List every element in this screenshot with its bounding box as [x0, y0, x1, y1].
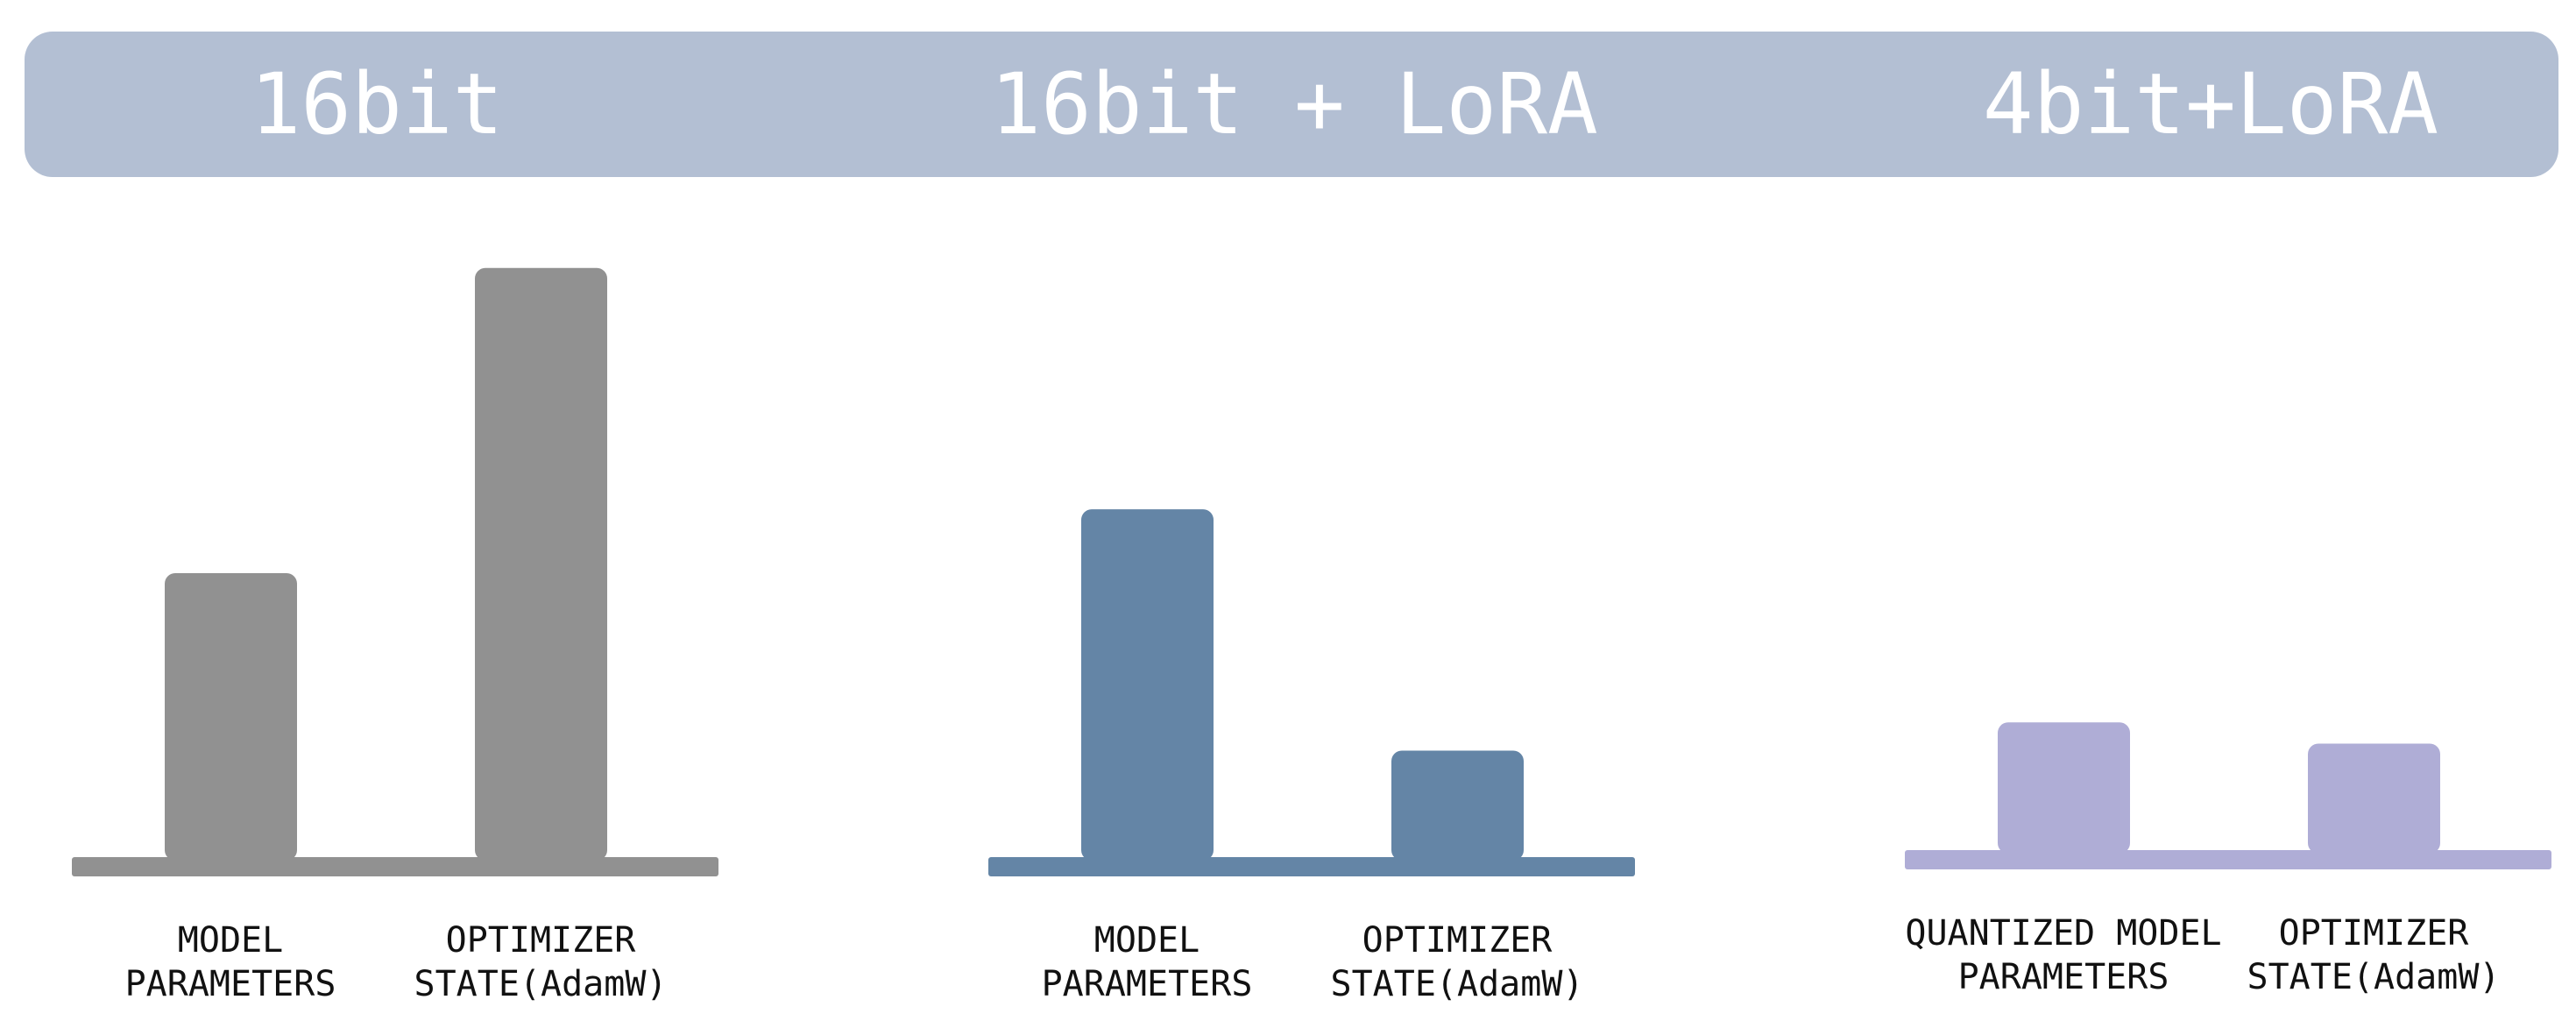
baseline-4bit-lora: [1905, 850, 2551, 869]
category-label-16bit-0-line-0: MODEL: [178, 920, 283, 961]
category-label-16bit-0-line-1: PARAMETERS: [125, 964, 336, 1004]
category-label-16bit-1-line-0: OPTIMIZER: [446, 920, 637, 961]
category-label-16bit-1-line-1: STATE(AdamW): [414, 964, 668, 1004]
bar-4bit-lora-quantized-model-parameters: [1998, 722, 2130, 854]
bar-16bit-model-parameters: [165, 573, 297, 861]
chart-panels: MODELPARAMETERSOPTIMIZERSTATE(AdamW)MODE…: [72, 267, 2551, 1004]
category-label-4bit-lora-1-line-1: STATE(AdamW): [2247, 957, 2501, 997]
category-label-16bit-lora-0-line-1: PARAMETERS: [1042, 964, 1253, 1004]
panel-title-16bit-lora: 16bit + LoRA: [990, 55, 1598, 153]
baseline-16bit: [72, 857, 718, 876]
bar-16bit-optimizer-state-adamw: [475, 267, 607, 861]
category-label-4bit-lora-1-line-0: OPTIMIZER: [2279, 913, 2470, 954]
panel-title-4bit-lora: 4bit+LoRA: [1983, 55, 2438, 153]
category-label-4bit-lora-0-line-0: QUANTIZED MODEL: [1905, 913, 2221, 954]
category-label-16bit-lora-1-line-0: OPTIMIZER: [1362, 920, 1553, 961]
bar-16bit-lora-optimizer-state-adamw: [1391, 750, 1524, 861]
category-label-16bit-lora-1-line-1: STATE(AdamW): [1331, 964, 1584, 1004]
category-label-4bit-lora-0-line-1: PARAMETERS: [1958, 957, 2169, 997]
panel-title-16bit: 16bit: [251, 55, 504, 153]
baseline-16bit-lora: [988, 857, 1635, 876]
category-label-16bit-lora-0-line-0: MODEL: [1094, 920, 1200, 961]
bar-4bit-lora-optimizer-state-adamw: [2308, 743, 2440, 854]
header-band: [25, 32, 2558, 177]
bar-16bit-lora-model-parameters: [1081, 509, 1214, 861]
